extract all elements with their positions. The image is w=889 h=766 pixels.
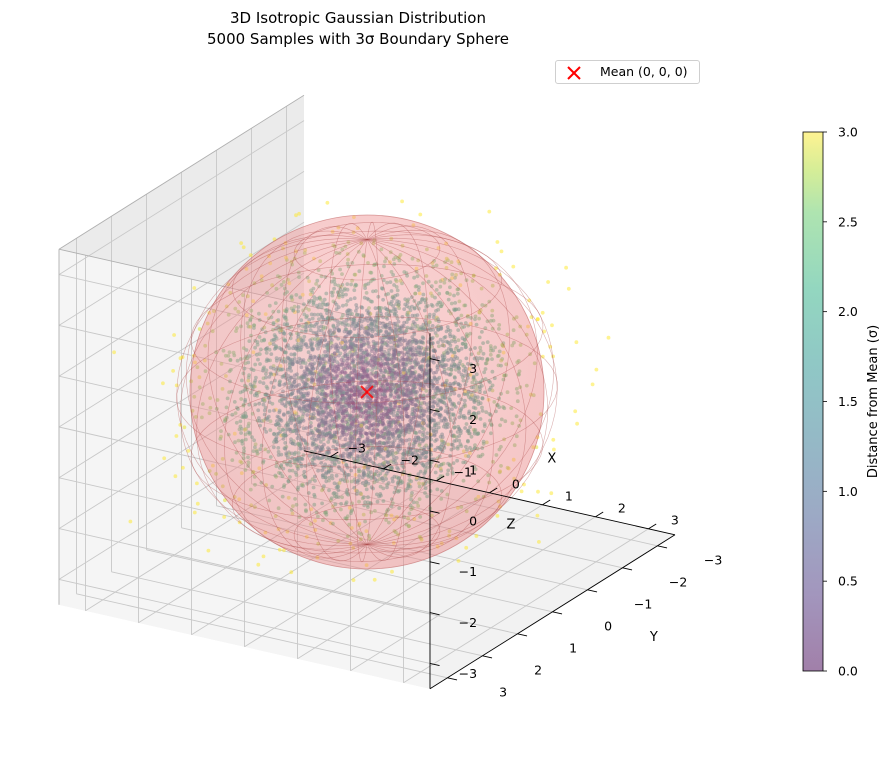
sample-point	[487, 209, 492, 214]
sample-point	[197, 327, 202, 331]
sample-point	[566, 286, 571, 291]
sample-point	[564, 265, 568, 270]
sample-point	[418, 212, 423, 217]
sample-point	[400, 199, 404, 204]
sample-point	[550, 323, 554, 328]
grid-line	[297, 504, 543, 660]
sample-point	[237, 520, 242, 525]
sample-point	[606, 335, 611, 340]
sample-point	[390, 569, 394, 574]
sample-point	[192, 286, 197, 290]
sample-point	[535, 317, 540, 321]
sample-point	[537, 540, 541, 544]
sample-point	[499, 249, 504, 254]
sample-point	[535, 513, 540, 518]
sample-point	[128, 519, 133, 524]
sample-point	[174, 383, 179, 388]
sample-point	[171, 369, 176, 373]
sample-point	[590, 382, 595, 387]
grid-line	[146, 549, 518, 635]
sample-point	[456, 559, 461, 563]
sample-point	[549, 491, 554, 496]
sample-point	[186, 449, 191, 453]
sample-point	[551, 354, 555, 359]
sample-point	[546, 280, 550, 284]
sample-point	[174, 434, 179, 438]
grid-line	[58, 120, 305, 275]
sample-point	[181, 465, 185, 470]
sample-point	[277, 547, 282, 552]
sample-point	[325, 200, 330, 205]
sample-point	[351, 578, 356, 582]
sample-point	[256, 562, 261, 567]
sample-point	[173, 474, 178, 479]
sample-point	[464, 545, 469, 550]
sample-point	[161, 381, 165, 386]
chart-title: 3D Isotropic Gaussian Distribution	[230, 9, 486, 27]
grid-line	[403, 528, 649, 684]
sample-point	[248, 253, 253, 257]
sample-point	[551, 437, 556, 442]
grid-line	[350, 516, 596, 672]
sample-point	[206, 548, 211, 553]
grid-line	[58, 171, 305, 326]
sample-point	[195, 501, 200, 506]
sample-point	[241, 245, 246, 250]
sample-point	[522, 482, 526, 487]
sample-point	[548, 344, 553, 349]
sample-point	[495, 240, 500, 244]
sample-point	[542, 329, 547, 334]
sample-point	[112, 350, 116, 355]
grid-line	[76, 593, 448, 679]
sample-point	[511, 264, 516, 269]
sample-point	[536, 489, 540, 494]
grid-line	[111, 571, 483, 657]
sample-point	[372, 577, 377, 582]
sample-point	[261, 554, 266, 559]
sample-point	[172, 333, 177, 337]
sample-point	[529, 315, 534, 319]
sample-point	[540, 310, 545, 315]
sample-point	[195, 481, 199, 486]
sample-point	[162, 456, 167, 461]
sample-point	[519, 489, 524, 494]
sample-point	[594, 367, 599, 372]
sample-point	[180, 355, 185, 359]
sample-point	[294, 213, 298, 218]
sample-point	[552, 447, 556, 452]
sample-point	[222, 515, 227, 519]
sample-point	[527, 298, 532, 303]
sample-point	[495, 514, 500, 518]
grid-line	[181, 527, 553, 613]
chart-subtitle: 5000 Samples with 3σ Boundary Sphere	[206, 30, 510, 48]
sample-point	[573, 409, 578, 414]
sample-point	[182, 425, 187, 430]
sample-point	[289, 570, 294, 575]
sample-point	[474, 534, 479, 538]
sample-point	[239, 241, 244, 246]
grid-line	[58, 221, 305, 377]
sample-point	[282, 548, 286, 553]
pane-edge	[58, 94, 305, 250]
sample-point	[574, 340, 579, 345]
sample-point	[192, 510, 197, 515]
sample-point	[540, 354, 545, 359]
sample-point	[178, 423, 183, 427]
sample-point	[297, 211, 301, 216]
